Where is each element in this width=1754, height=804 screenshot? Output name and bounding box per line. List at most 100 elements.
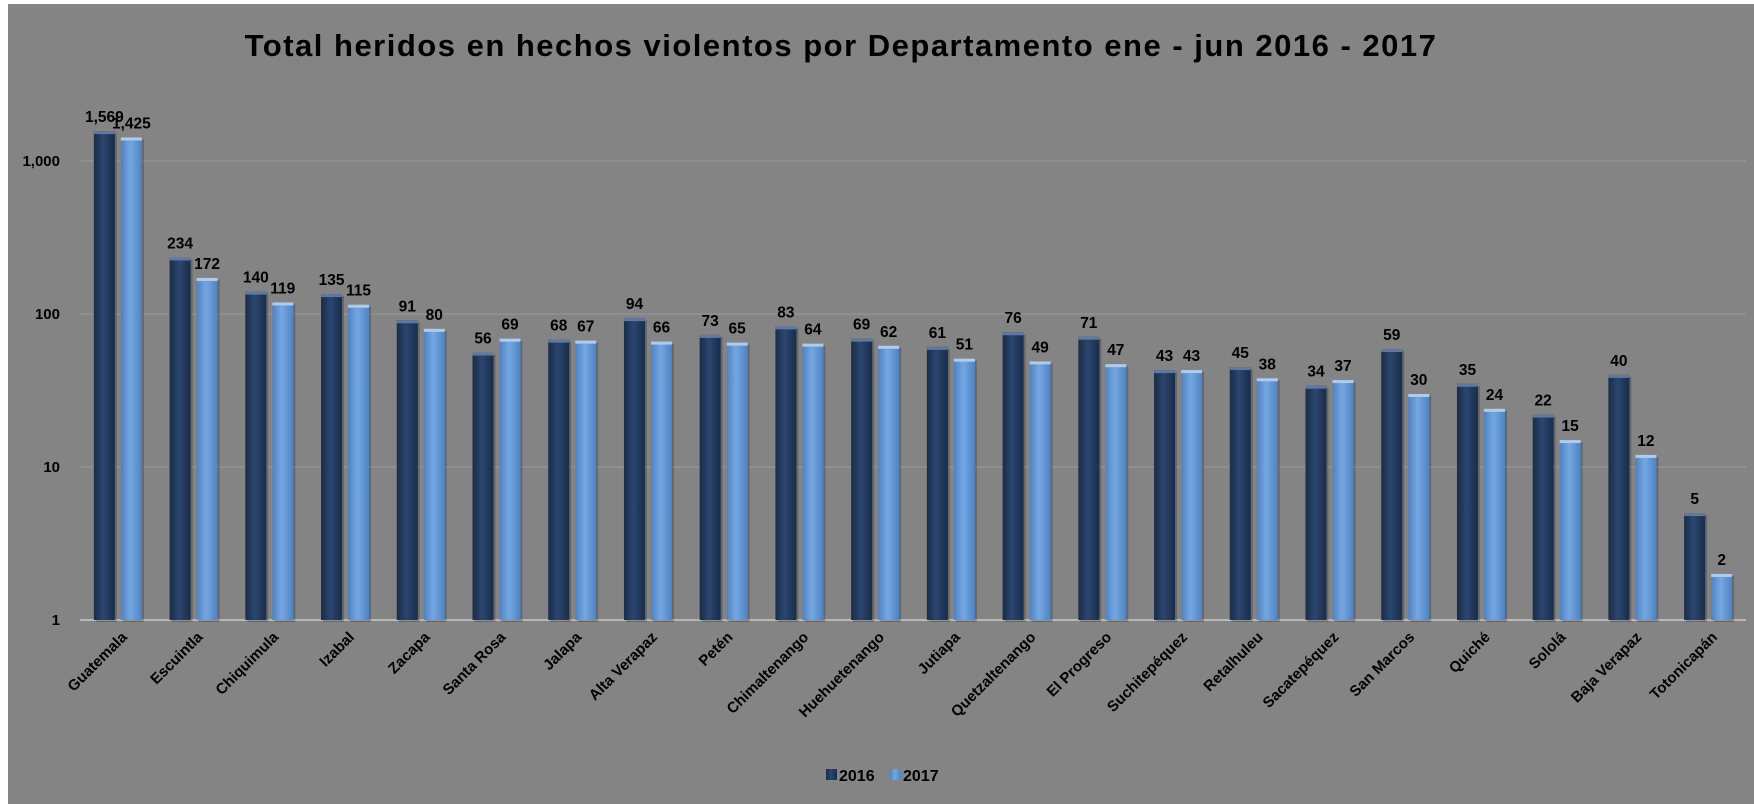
- bar-2016: [1154, 370, 1176, 620]
- bars: [93, 131, 1735, 623]
- chart-title: Total heridos en hechos violentos por De…: [245, 28, 1438, 63]
- x-tick-label: San Marcos: [1346, 629, 1418, 701]
- data-label: 43: [1183, 348, 1201, 365]
- x-tick-label: Quiché: [1446, 629, 1494, 677]
- bar-2017: [120, 137, 142, 621]
- x-tick-label: Suchitepéquez: [1104, 629, 1191, 716]
- chart-container: Total heridos en hechos violentos por De…: [8, 4, 1754, 804]
- bar-2016: [1305, 385, 1327, 620]
- data-label: 35: [1459, 362, 1477, 379]
- bar-top-cap: [953, 358, 975, 362]
- bar-2016: [1456, 383, 1478, 620]
- bar-top-cap: [802, 343, 824, 347]
- x-axis: Guatemala Escuintla Chiquimula Izabal Zacapa…: [64, 628, 1721, 721]
- bar-top-cap: [321, 294, 343, 298]
- bar-2016: [926, 346, 948, 620]
- data-label: 71: [1080, 315, 1098, 332]
- data-label: 119: [270, 280, 295, 297]
- y-tick-label: 10: [43, 459, 60, 476]
- bar-top-cap: [1408, 394, 1430, 398]
- bar-2017: [1635, 454, 1657, 620]
- bar-2016: [321, 294, 343, 620]
- data-label: 94: [626, 296, 644, 313]
- bar-top-cap: [699, 334, 721, 338]
- legend-label: 2017: [903, 768, 939, 785]
- data-label: 1,425: [112, 115, 151, 132]
- bar-top-cap: [1181, 370, 1203, 374]
- data-label: 73: [702, 313, 720, 330]
- data-label: 69: [853, 317, 871, 334]
- bar-top-cap: [726, 342, 748, 346]
- data-label: 12: [1637, 433, 1654, 450]
- data-label: 38: [1259, 356, 1277, 373]
- bar-top-cap: [851, 338, 873, 342]
- data-label: 2: [1717, 552, 1726, 569]
- bar-top-cap: [348, 304, 370, 308]
- bar-top-cap: [650, 341, 672, 345]
- bar-top-cap: [245, 291, 267, 295]
- bar-top-cap: [1229, 367, 1251, 371]
- bar-top-cap: [423, 328, 445, 332]
- bar-2016: [699, 334, 721, 620]
- data-label: 47: [1107, 342, 1124, 359]
- bar-2017: [878, 345, 900, 620]
- bar-top-cap: [548, 339, 570, 343]
- data-label: 61: [929, 325, 947, 342]
- bar-top-cap: [196, 277, 218, 281]
- bar-2017: [802, 343, 824, 620]
- bar-2017: [1559, 440, 1581, 620]
- bar-2016: [1229, 367, 1251, 620]
- bar-top-cap: [1635, 454, 1657, 458]
- bar-top-cap: [1256, 378, 1278, 382]
- x-tick-label: Jalapa: [540, 628, 586, 674]
- data-label: 51: [956, 337, 974, 354]
- bar-2016: [851, 338, 873, 620]
- bar-2016: [1532, 414, 1554, 620]
- bar-chart: Total heridos en hechos violentos por De…: [22, 28, 1746, 785]
- bar-top-cap: [775, 326, 797, 330]
- bar-2017: [499, 338, 521, 620]
- bar-2017: [1105, 364, 1127, 620]
- bar-2017: [650, 341, 672, 620]
- bar-2016: [623, 318, 645, 620]
- x-tick-label: Jutiapa: [915, 628, 965, 678]
- bar-2017: [1711, 573, 1733, 620]
- data-label: 140: [243, 270, 269, 287]
- x-tick-label: Chiquimula: [212, 628, 282, 698]
- data-label: 91: [399, 298, 417, 315]
- bar-top-cap: [169, 257, 191, 261]
- bar-top-cap: [1559, 440, 1581, 444]
- data-label: 30: [1410, 372, 1427, 389]
- data-label: 115: [346, 283, 371, 300]
- bar-2017: [196, 277, 218, 620]
- bar-top-cap: [93, 131, 115, 135]
- x-tick-label: Zacapa: [385, 628, 434, 677]
- legend-label: 2016: [839, 768, 875, 785]
- bar-top-cap: [499, 338, 521, 342]
- data-label: 135: [319, 272, 345, 289]
- bar-2016: [1078, 336, 1100, 620]
- data-label: 83: [777, 304, 795, 321]
- bar-2016: [93, 131, 115, 620]
- bar-2016: [396, 320, 418, 620]
- data-label: 37: [1334, 358, 1351, 375]
- bar-top-cap: [1381, 349, 1403, 353]
- x-tick-label: Guatemala: [64, 628, 131, 695]
- bar-top-cap: [1305, 385, 1327, 389]
- bar-2017: [1408, 394, 1430, 620]
- data-label: 22: [1535, 393, 1552, 410]
- bar-top-cap: [1002, 332, 1024, 336]
- bar-2017: [1029, 361, 1051, 620]
- bar-top-cap: [623, 318, 645, 322]
- legend-swatch: [826, 769, 837, 780]
- data-label: 5: [1690, 491, 1699, 508]
- data-label: 56: [474, 331, 492, 348]
- bar-top-cap: [1483, 408, 1505, 412]
- data-label: 172: [194, 256, 220, 273]
- x-tick-label: Chimaltenango: [724, 629, 813, 718]
- legend: 2016 2017: [826, 768, 939, 785]
- x-tick-label: Izabal: [316, 629, 357, 670]
- bar-top-cap: [120, 137, 142, 141]
- bar-top-cap: [878, 345, 900, 349]
